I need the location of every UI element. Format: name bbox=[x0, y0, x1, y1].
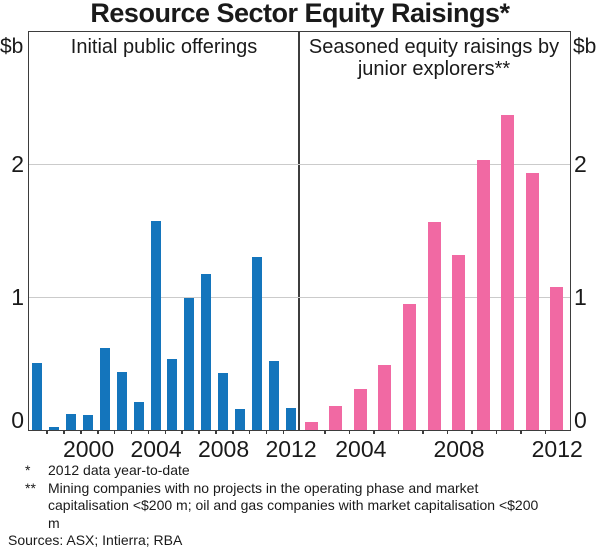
footnote-text: Mining companies with no projects in the… bbox=[48, 479, 539, 531]
bar-2005 bbox=[167, 358, 178, 430]
y-tick-label: 1 bbox=[11, 283, 24, 310]
bar-2011 bbox=[525, 173, 539, 430]
bar-2007 bbox=[427, 222, 441, 430]
x-axis-tick bbox=[544, 430, 547, 434]
bar-2004 bbox=[150, 220, 161, 430]
gridline bbox=[29, 296, 570, 298]
x-axis-tick bbox=[282, 430, 285, 434]
x-tick-label: 2012 bbox=[265, 436, 317, 462]
bar-2003 bbox=[329, 406, 343, 430]
x-axis-tick bbox=[265, 430, 268, 434]
x-axis-tick bbox=[164, 430, 166, 434]
x-axis-tick bbox=[198, 430, 200, 434]
y-tick-label: 2 bbox=[574, 151, 587, 178]
footnote: * 2012 data year-to-date bbox=[8, 462, 596, 480]
bar-2008 bbox=[452, 255, 466, 430]
bar-1998 bbox=[49, 427, 60, 430]
bar-2009 bbox=[234, 408, 245, 430]
footnote-marker: ** bbox=[25, 479, 36, 496]
x-tick-label: 2000 bbox=[62, 436, 115, 462]
bar-2007 bbox=[201, 273, 212, 430]
x-axis-tick bbox=[46, 430, 48, 434]
bar-2006 bbox=[402, 304, 416, 430]
x-axis-tick bbox=[324, 430, 326, 434]
panel-title-ipo: Initial public offerings bbox=[70, 36, 258, 58]
bar-2009 bbox=[476, 160, 490, 430]
bar-2012 bbox=[550, 287, 564, 430]
y-axis-unit-left: $b bbox=[0, 35, 24, 58]
x-axis-tick bbox=[397, 430, 400, 434]
chart-title: Resource Sector Equity Raisings* bbox=[90, 0, 510, 28]
bar-2008 bbox=[218, 373, 229, 430]
panel-title-seo: Seasoned equity raisings by junior explo… bbox=[308, 36, 560, 80]
bar-2000 bbox=[83, 415, 94, 430]
x-axis-tick bbox=[147, 430, 150, 434]
footnote: ** Mining companies with no projects in … bbox=[8, 480, 596, 533]
x-axis-tick bbox=[495, 430, 498, 434]
x-axis-tick bbox=[181, 430, 183, 434]
bar-2010 bbox=[501, 115, 515, 430]
bar-2002 bbox=[304, 422, 318, 430]
plot-area: Initial public offerings Seasoned equity… bbox=[28, 31, 571, 431]
bar-2006 bbox=[184, 297, 195, 430]
x-axis-tick bbox=[232, 430, 234, 434]
footnotes: * 2012 data year-to-date ** Mining compa… bbox=[8, 462, 596, 550]
x-axis-tick bbox=[80, 430, 82, 434]
y-tick-label: 1 bbox=[574, 283, 587, 310]
y-axis-unit-right: $b bbox=[573, 35, 597, 58]
sources-line: Sources: ASX; Intierra; RBA bbox=[8, 532, 183, 548]
x-axis-tick bbox=[520, 430, 522, 434]
x-axis-tick bbox=[130, 430, 133, 434]
x-axis-tick bbox=[471, 430, 473, 434]
x-tick-label: 2004 bbox=[130, 436, 182, 462]
y-tick-label: 0 bbox=[11, 406, 24, 433]
x-axis-tick bbox=[63, 430, 65, 434]
bar-2010 bbox=[251, 256, 262, 430]
x-tick-label: 2008 bbox=[433, 436, 485, 462]
x-axis-tick bbox=[373, 430, 375, 434]
bar-2001 bbox=[99, 347, 110, 430]
gridline bbox=[29, 164, 570, 166]
x-tick-label: 2004 bbox=[335, 436, 387, 462]
x-axis-tick bbox=[446, 430, 449, 434]
x-axis-tick bbox=[215, 430, 217, 434]
x-tick-label: 2008 bbox=[197, 436, 250, 462]
y-tick-label: 2 bbox=[11, 151, 24, 178]
bar-2005 bbox=[378, 365, 392, 430]
x-axis-tick bbox=[113, 430, 116, 434]
footnote-text: 2012 data year-to-date bbox=[48, 462, 190, 478]
bar-2004 bbox=[353, 388, 367, 430]
x-axis-tick bbox=[422, 430, 424, 434]
bar-2002 bbox=[116, 371, 127, 430]
bar-1999 bbox=[66, 414, 77, 430]
bar-2003 bbox=[133, 402, 144, 430]
x-axis-tick bbox=[348, 430, 351, 434]
bar-1997 bbox=[32, 362, 43, 430]
x-axis-tick bbox=[248, 430, 251, 434]
footnote-marker: * bbox=[25, 462, 31, 478]
bar-2011 bbox=[268, 361, 279, 430]
y-tick-label: 0 bbox=[574, 406, 587, 433]
panel-divider-line bbox=[298, 32, 300, 430]
bar-2012 bbox=[285, 407, 296, 430]
x-axis-tick bbox=[97, 430, 99, 434]
x-tick-label: 2012 bbox=[531, 436, 583, 462]
